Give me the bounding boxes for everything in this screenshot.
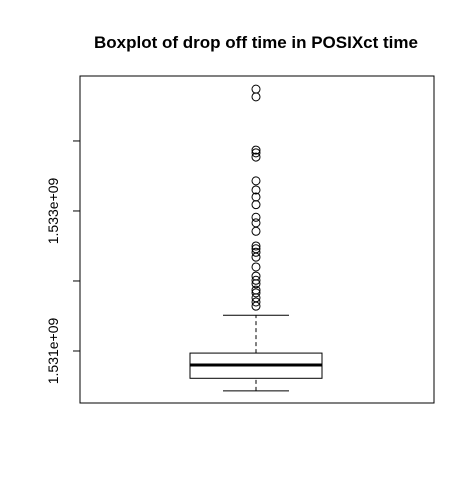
outlier: [251, 288, 261, 298]
outlier: [251, 176, 261, 186]
y-tick-label: 1.533e+09: [45, 177, 61, 244]
outlier: [251, 226, 261, 236]
outlier: [251, 252, 261, 262]
outlier: [251, 262, 261, 272]
outlier: [251, 152, 261, 162]
outlier: [251, 297, 261, 307]
outlier: [251, 275, 261, 285]
outlier: [251, 145, 261, 155]
outlier: [251, 92, 261, 102]
y-tick-label: 1.531e+09: [45, 317, 61, 384]
outlier: [251, 148, 261, 158]
chart-title: Boxplot of drop off time in POSIXct time: [94, 33, 418, 52]
outlier: [251, 212, 261, 222]
plot-frame: [79, 75, 435, 404]
outlier: [251, 200, 261, 210]
outlier: [251, 279, 261, 289]
outlier: [251, 185, 261, 195]
outlier: [251, 301, 261, 311]
outlier: [251, 247, 261, 257]
outlier: [251, 241, 261, 251]
